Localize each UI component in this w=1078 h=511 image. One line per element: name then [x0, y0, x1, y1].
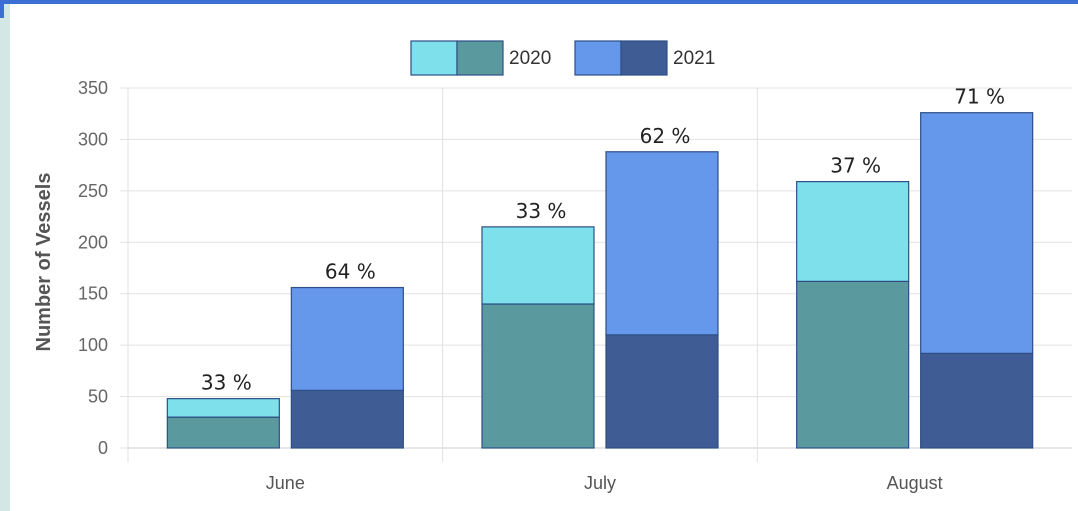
- legend-label-2020: 2020: [509, 48, 551, 69]
- left-accent-mark: [0, 4, 4, 18]
- bars: [166, 112, 1034, 449]
- x-tick-label: August: [887, 473, 943, 493]
- bar-july-2021-segment-1: [605, 151, 719, 336]
- y-tick-label: 50: [88, 387, 108, 407]
- bar-june-2020-segment-0: [166, 416, 280, 449]
- bar-august-2020-segment-1: [796, 181, 910, 282]
- data-label-august-2020: 37 %: [830, 154, 881, 178]
- data-labels: 33 % 64 % 33 % 62 % 37 % 71 %: [201, 85, 1005, 395]
- bar-july-2020-segment-0: [481, 303, 595, 449]
- y-axis-ticks: 0 50 100 150 200 250 300 350: [78, 78, 108, 458]
- y-tick-label: 100: [78, 335, 108, 355]
- y-tick-label: 300: [78, 129, 108, 149]
- legend-swatch-2021-1: [620, 40, 668, 76]
- x-axis-ticks: June July August: [266, 473, 943, 493]
- bar-june-2020-segment-1: [166, 398, 280, 418]
- top-accent-bar: [0, 0, 1078, 4]
- x-tick-label: July: [584, 473, 616, 493]
- bar-august-2020-segment-0: [796, 280, 910, 449]
- data-label-august-2021: 71 %: [954, 85, 1005, 109]
- bar-july-2020-segment-1: [481, 226, 595, 305]
- gridlines: [120, 87, 1072, 462]
- legend-swatch-2021-0: [574, 40, 622, 76]
- x-tick-label: June: [266, 473, 305, 493]
- legend-label-2021: 2021: [673, 48, 715, 69]
- chart-legend[interactable]: 2020 2021: [410, 40, 715, 76]
- y-axis-label: Number of Vessels: [33, 173, 55, 352]
- bar-august-2021-segment-1: [920, 112, 1034, 354]
- y-tick-label: 350: [78, 78, 108, 98]
- bar-june-2021-segment-0: [290, 389, 404, 449]
- legend-swatch-2020-1: [456, 40, 504, 76]
- data-label-june-2021: 64 %: [325, 260, 376, 284]
- data-label-july-2020: 33 %: [516, 199, 567, 223]
- bar-july-2021-segment-0: [605, 334, 719, 449]
- y-tick-label: 150: [78, 284, 108, 304]
- y-tick-label: 200: [78, 232, 108, 252]
- data-label-july-2021: 62 %: [640, 124, 691, 148]
- data-label-june-2020: 33 %: [201, 371, 252, 395]
- bar-august-2021-segment-0: [920, 352, 1034, 449]
- legend-swatch-2020-0: [410, 40, 458, 76]
- left-side-panel: [0, 4, 10, 511]
- bar-june-2021-segment-1: [290, 286, 404, 391]
- y-tick-label: 0: [98, 438, 108, 458]
- y-tick-label: 250: [78, 181, 108, 201]
